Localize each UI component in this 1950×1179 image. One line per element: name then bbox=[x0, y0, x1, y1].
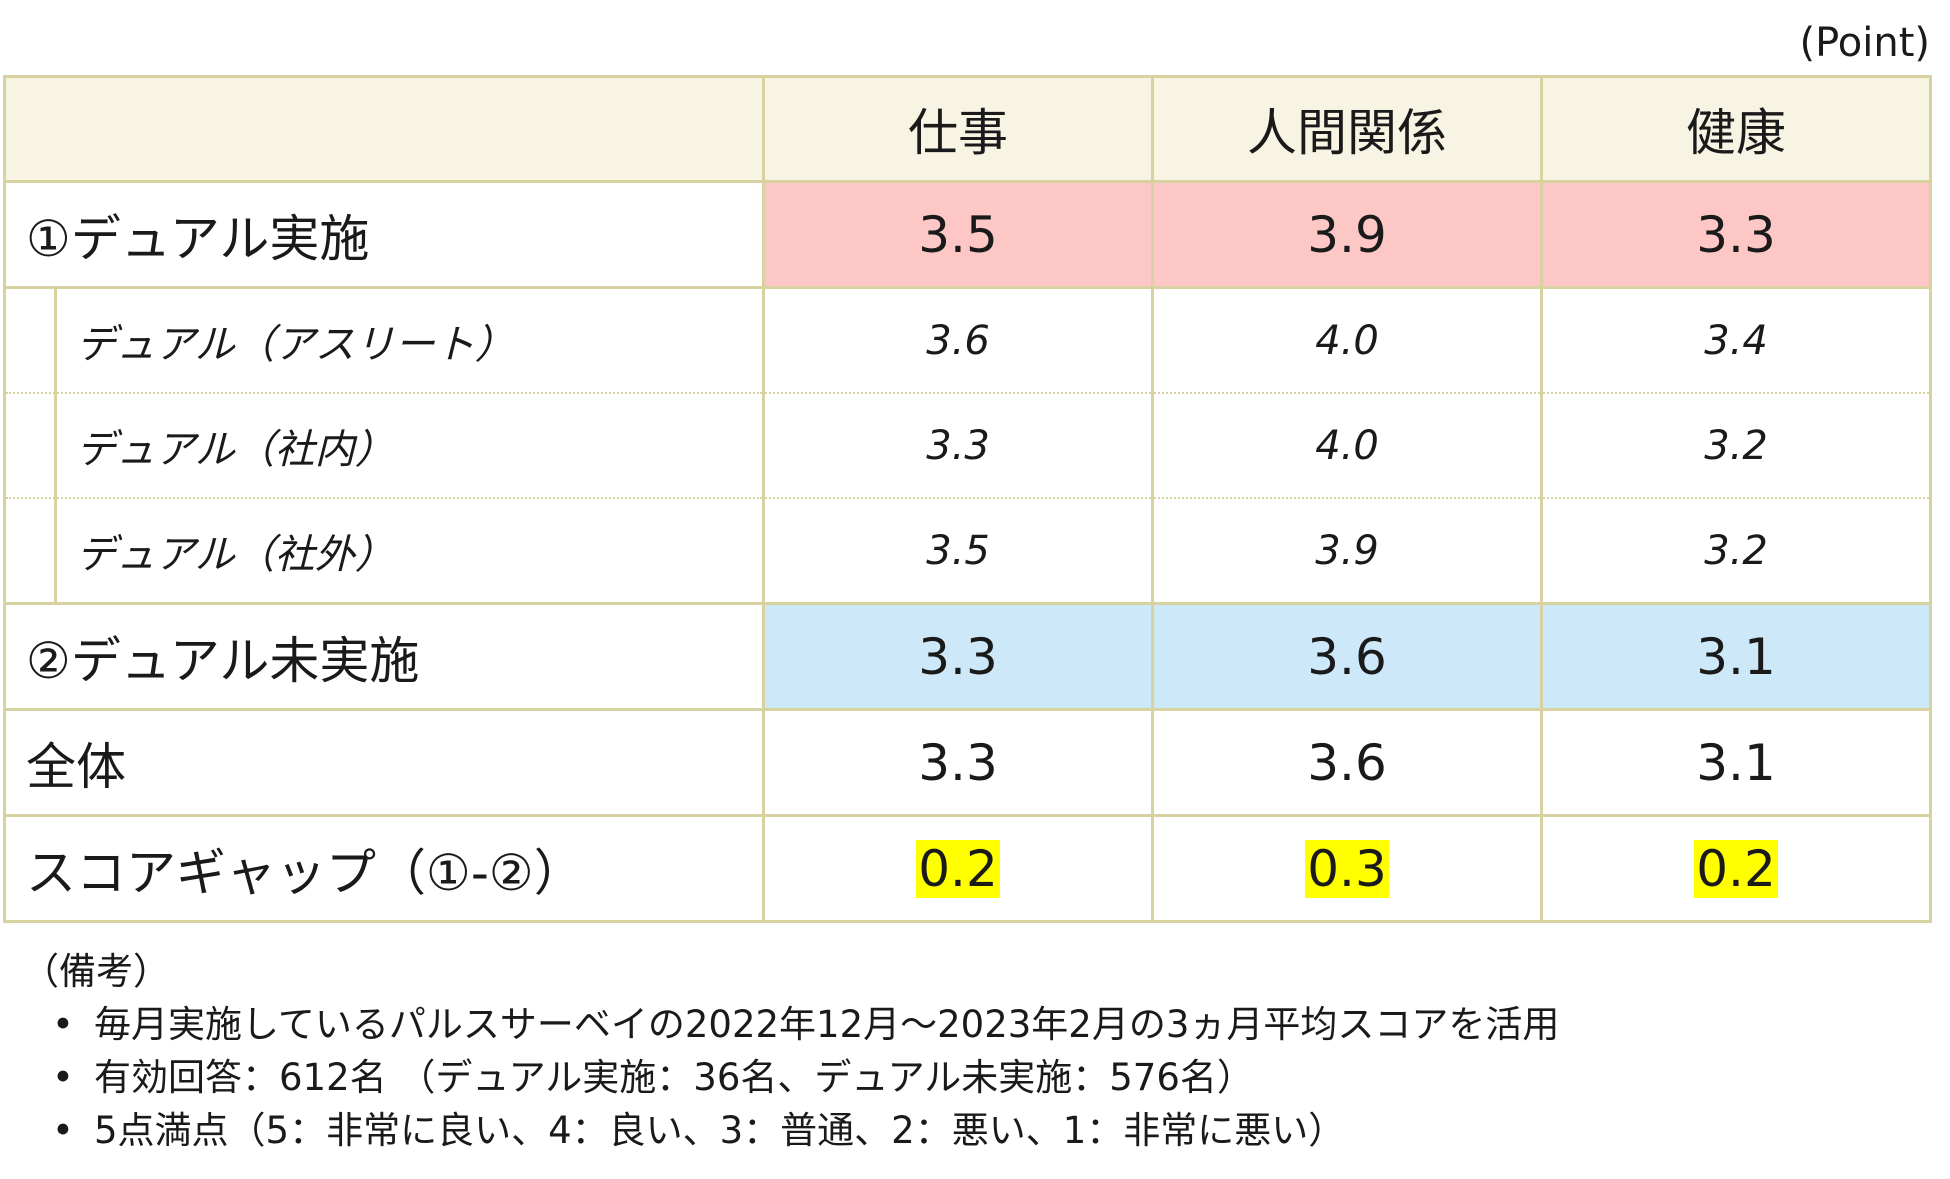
score-table: 仕事 人間関係 健康 ①デュアル実施 3.5 3.9 3.3 デュアル（アスリー… bbox=[3, 75, 1932, 923]
highlight-gap-relationships: 0.3 bbox=[1305, 839, 1389, 898]
row-label-gap: スコアギャップ（①-②） bbox=[3, 814, 765, 923]
row-label-nodual: ②デュアル未実施 bbox=[3, 602, 765, 711]
table-row-nodual: ②デュアル未実施 3.3 3.6 3.1 bbox=[3, 602, 1932, 711]
indent-bar bbox=[54, 287, 57, 394]
notes-heading: （備考） bbox=[22, 950, 170, 993]
list-item: 5点満点（5：非常に良い、4：良い、3：普通、2：悪い、1：非常に悪い） bbox=[52, 1104, 1559, 1157]
table-row-gap: スコアギャップ（①-②） 0.2 0.3 0.2 bbox=[3, 814, 1932, 923]
cell-gap-work: 0.2 bbox=[762, 814, 1154, 923]
table-row-external: デュアル（社外） 3.5 3.9 3.2 bbox=[3, 497, 1932, 605]
header-health: 健康 bbox=[1540, 75, 1932, 183]
highlight-gap-health: 0.2 bbox=[1694, 839, 1778, 898]
unit-label: (Point) bbox=[1799, 20, 1930, 66]
cell-gap-health: 0.2 bbox=[1540, 814, 1932, 923]
header-relationships: 人間関係 bbox=[1151, 75, 1543, 183]
cell-external-health: 3.2 bbox=[1540, 497, 1932, 605]
cell-external-relationships: 3.9 bbox=[1151, 497, 1543, 605]
row-label-dual: ①デュアル実施 bbox=[3, 180, 765, 289]
cell-dual-work: 3.5 bbox=[762, 180, 1154, 289]
header-row: 仕事 人間関係 健康 bbox=[3, 75, 1932, 183]
highlight-gap-work: 0.2 bbox=[916, 839, 1000, 898]
notes: （備考） 毎月実施しているパルスサーベイの2022年12月～2023年2月の3ヵ… bbox=[22, 945, 1559, 1157]
cell-internal-health: 3.2 bbox=[1540, 392, 1932, 499]
cell-total-work: 3.3 bbox=[762, 708, 1154, 817]
notes-list: 毎月実施しているパルスサーベイの2022年12月～2023年2月の3ヵ月平均スコ… bbox=[22, 998, 1559, 1157]
table-row-total: 全体 3.3 3.6 3.1 bbox=[3, 708, 1932, 817]
list-item: 有効回答：612名 （デュアル実施：36名、デュアル未実施：576名） bbox=[52, 1051, 1559, 1104]
cell-total-health: 3.1 bbox=[1540, 708, 1932, 817]
row-label-internal-text: デュアル（社内） bbox=[76, 426, 395, 473]
cell-nodual-relationships: 3.6 bbox=[1151, 602, 1543, 711]
cell-nodual-work: 3.3 bbox=[762, 602, 1154, 711]
cell-dual-relationships: 3.9 bbox=[1151, 180, 1543, 289]
cell-athlete-work: 3.6 bbox=[762, 286, 1154, 394]
row-label-athlete-text: デュアル（アスリート） bbox=[76, 321, 515, 368]
cell-dual-health: 3.3 bbox=[1540, 180, 1932, 289]
table-row-internal: デュアル（社内） 3.3 4.0 3.2 bbox=[3, 392, 1932, 499]
cell-internal-relationships: 4.0 bbox=[1151, 392, 1543, 499]
cell-external-work: 3.5 bbox=[762, 497, 1154, 605]
table-row-athlete: デュアル（アスリート） 3.6 4.0 3.4 bbox=[3, 286, 1932, 394]
row-label-internal: デュアル（社内） bbox=[3, 392, 765, 499]
cell-nodual-health: 3.1 bbox=[1540, 602, 1932, 711]
cell-athlete-relationships: 4.0 bbox=[1151, 286, 1543, 394]
indent-bar bbox=[54, 392, 57, 499]
row-label-external: デュアル（社外） bbox=[3, 497, 765, 605]
row-label-total: 全体 bbox=[3, 708, 765, 817]
header-work: 仕事 bbox=[762, 75, 1154, 183]
table-row-dual: ①デュアル実施 3.5 3.9 3.3 bbox=[3, 180, 1932, 289]
cell-internal-work: 3.3 bbox=[762, 392, 1154, 499]
header-empty-cell bbox=[3, 75, 765, 183]
cell-total-relationships: 3.6 bbox=[1151, 708, 1543, 817]
indent-bar bbox=[54, 497, 57, 604]
row-label-external-text: デュアル（社外） bbox=[76, 531, 395, 578]
row-label-athlete: デュアル（アスリート） bbox=[3, 286, 765, 394]
cell-gap-relationships: 0.3 bbox=[1151, 814, 1543, 923]
cell-athlete-health: 3.4 bbox=[1540, 286, 1932, 394]
list-item: 毎月実施しているパルスサーベイの2022年12月～2023年2月の3ヵ月平均スコ… bbox=[52, 998, 1559, 1051]
